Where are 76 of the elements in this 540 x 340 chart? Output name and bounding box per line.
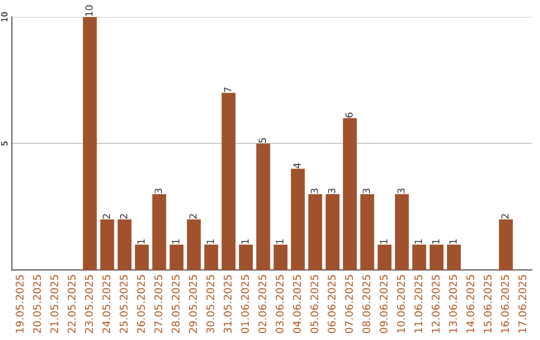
x-tick-label: 15.06.2025 [484,275,492,333]
x-tick-label: 17.06.2025 [518,275,526,333]
bar [430,244,444,270]
x-tick-label: 20.05.2025 [33,275,41,334]
bar [446,244,461,270]
bar [342,118,357,270]
bar [118,219,132,270]
data-label: 1 [432,239,440,244]
x-tick-label: 24.05.2025 [102,275,110,334]
bar [256,143,270,270]
x-tick-label: 06.06.2025 [328,275,336,334]
data-label: 1 [172,239,180,244]
data-label: 3 [154,188,162,194]
data-label: 1 [137,239,145,244]
x-tick-label: 29.05.2025 [189,275,197,334]
x-tick-label: 30.05.2025 [206,275,214,333]
x-tick-label: 04.06.2025 [293,275,301,334]
x-tick-label: 22.05.2025 [68,275,76,334]
bar [222,92,236,270]
x-tick-label: 05.06.2025 [310,275,318,334]
bar [360,194,374,270]
bar [290,168,305,270]
x-tick-label: 07.06.2025 [345,275,353,334]
x-tick-label: 09.06.2025 [380,275,388,334]
x-tick-label: 16.06.2025 [501,275,509,333]
data-label: 1 [380,239,388,244]
x-tick-label: 25.05.2025 [120,275,128,334]
bar [378,244,392,270]
data-label: 3 [310,188,318,194]
x-tick-label: 03.06.2025 [276,275,284,334]
data-label: 5 [258,138,266,143]
x-tick-label: 08.06.2025 [362,275,370,334]
data-label: 1 [206,239,214,244]
data-label: 3 [328,188,336,194]
data-label: 3 [362,188,370,194]
x-tick-label: 21.05.2025 [50,275,58,334]
data-label: 1 [241,239,249,244]
bar [100,219,114,270]
x-tick-label: 26.05.2025 [137,275,145,334]
data-label: 6 [345,112,353,118]
x-tick-label: 12.06.2025 [432,275,440,333]
data-label: 7 [224,88,232,92]
bar [82,17,97,270]
bar [186,219,201,270]
x-tick-label: 14.06.2025 [466,275,474,333]
bar [394,194,409,270]
data-label: 1 [276,239,284,244]
bar [152,194,166,270]
data-label: 2 [120,214,128,219]
data-label: 4 [293,163,301,168]
data-label: 3 [397,188,405,194]
bar [498,219,513,270]
data-label: 2 [501,214,509,219]
bar [412,244,426,270]
x-tick-label: 10.06.2025 [397,275,405,333]
bar [170,244,184,270]
x-tick-label: 28.05.2025 [172,275,180,334]
data-label: 1 [414,239,422,244]
data-label: 10 [85,5,93,16]
data-label: 1 [449,239,457,244]
bar [238,244,253,270]
x-tick-label: 11.06.2025 [414,275,422,333]
x-tick-label: 27.05.2025 [154,275,162,334]
data-label: 2 [189,214,197,219]
x-tick-label: 19.05.2025 [16,275,24,333]
bar [274,244,288,270]
bar [326,194,340,270]
bar [308,194,322,270]
x-tick-label: 23.05.2025 [85,275,93,334]
x-tick-label: 02.06.2025 [258,275,266,334]
bar [204,244,218,270]
bar [134,244,149,270]
x-tick-label: 31.05.2025 [224,275,232,333]
data-label: 2 [102,214,110,219]
x-tick-label: 01.06.2025 [241,275,249,334]
x-tick-label: 13.06.2025 [449,275,457,333]
